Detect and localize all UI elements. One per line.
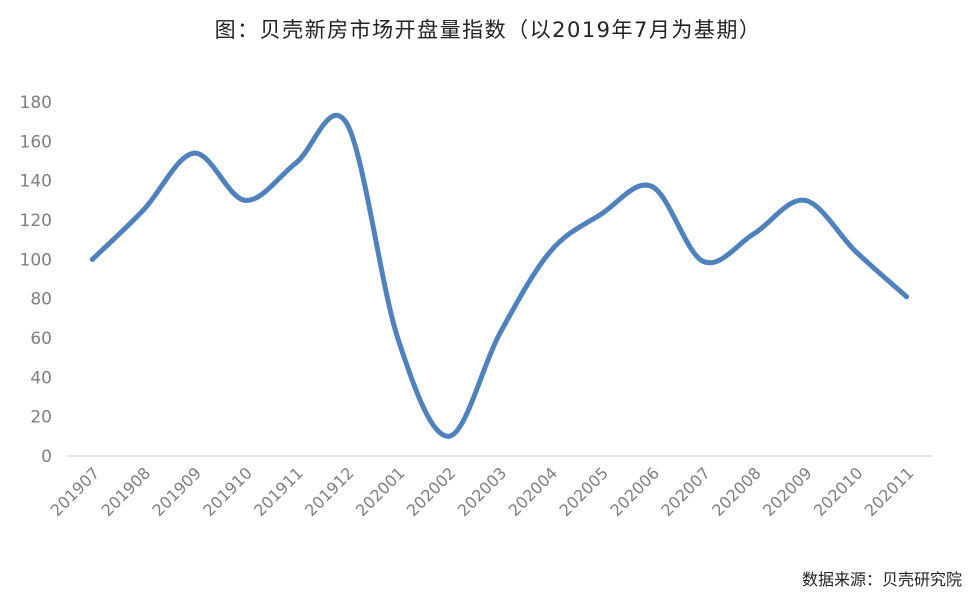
data-point [497,331,502,337]
x-axis-ticks: 2019072019082019092019102019112019122020… [47,463,918,520]
x-tick-label: 202004 [505,463,562,520]
y-tick-label: 40 [30,368,52,388]
y-tick-label: 60 [30,329,52,349]
series-line [89,112,910,439]
y-tick-label: 140 [20,172,52,192]
data-point [700,258,706,264]
x-tick-label: 202011 [861,463,918,520]
data-point [802,197,808,203]
x-tick-label: 201910 [199,463,256,520]
data-point [751,231,757,237]
data-point [242,197,248,203]
x-tick-label: 202010 [810,463,867,520]
data-point [293,160,299,166]
x-tick-label: 202005 [555,463,612,520]
y-tick-label: 80 [30,290,52,310]
y-tick-label: 160 [20,132,52,152]
y-tick-label: 20 [30,408,52,428]
data-point [547,248,553,254]
x-tick-label: 202002 [403,463,460,520]
data-point [904,294,910,300]
data-point [446,433,452,439]
x-tick-label: 202001 [352,463,409,520]
data-point [395,335,401,341]
x-tick-label: 202003 [454,463,511,520]
x-tick-label: 201911 [250,463,307,520]
data-point [598,211,604,217]
x-tick-label: 201908 [98,463,155,520]
data-point [191,150,197,156]
y-tick-label: 0 [41,447,52,467]
x-tick-label: 201907 [47,463,104,520]
data-point [853,248,859,254]
x-tick-label: 202007 [657,463,714,520]
data-point [89,256,95,262]
x-tick-label: 202009 [759,463,816,520]
y-tick-label: 120 [20,211,52,231]
y-tick-label: 180 [20,93,52,113]
source-note: 数据来源：贝壳研究院 [801,570,962,589]
y-axis-ticks: 0 20 40 60 80 100 120 140 160 180 [20,93,52,467]
chart-title: 图：贝壳新房市场开盘量指数（以2019年7月为基期） [214,18,762,42]
data-point [344,121,350,127]
x-tick-label: 202006 [606,463,663,520]
data-point [649,184,655,190]
x-tick-label: 201909 [148,463,205,520]
y-tick-label: 100 [20,250,52,270]
x-tick-label: 201912 [301,463,358,520]
data-point [140,207,146,213]
x-tick-label: 202008 [708,463,765,520]
